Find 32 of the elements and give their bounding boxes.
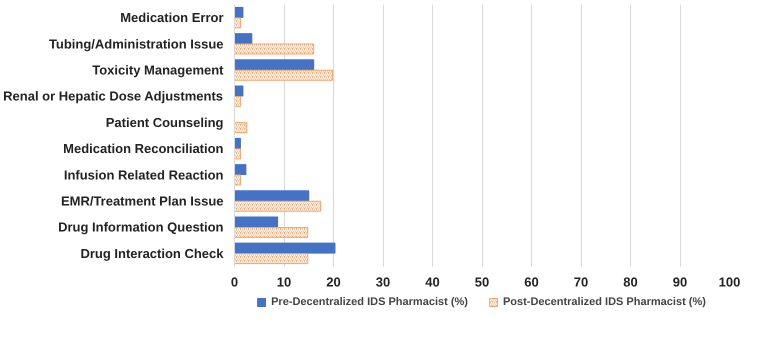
x-tick-label: 20	[326, 274, 341, 290]
x-tick-label: 40	[425, 274, 440, 290]
y-tick-label: Renal or Hepatic Dose Adjustments	[3, 88, 224, 104]
y-tick-label: Patient Counseling	[106, 114, 224, 130]
bar	[234, 242, 336, 254]
x-tick-label: 90	[672, 274, 688, 290]
x-tick-label: 60	[524, 274, 539, 290]
y-tick-label: Medication Reconciliation	[63, 141, 224, 156]
y-tick-label: Tubing/Administration Issue	[48, 36, 224, 52]
x-tick-label: 50	[474, 274, 490, 290]
bar	[234, 216, 278, 228]
x-tick-label: 100	[718, 274, 740, 290]
legend-label: Post-Decentralized IDS Pharmacist (%)	[502, 296, 706, 308]
bar	[234, 190, 310, 202]
y-tick-label: Infusion Related Reaction	[64, 167, 224, 182]
bar	[234, 85, 244, 96]
x-tick-label: 30	[376, 274, 390, 290]
y-tick-label: EMR/Treatment Plan Issue	[60, 194, 224, 208]
bar	[234, 33, 252, 44]
x-tick-label: 80	[623, 274, 638, 290]
bar	[234, 138, 241, 149]
bar	[234, 6, 244, 18]
legend-label: Pre-Decentralized IDS Pharmacist (%)	[271, 296, 468, 308]
bar	[234, 164, 246, 176]
bar	[234, 59, 314, 70]
x-tick-label: 70	[574, 274, 588, 290]
y-tick-label: Medication Error	[120, 10, 224, 26]
x-tick-label: 0	[230, 274, 238, 290]
y-tick-label: Drug Interaction Check	[80, 246, 224, 261]
y-tick-label: Toxicity Management	[92, 62, 224, 78]
y-tick-label: Drug Information Question	[58, 220, 224, 235]
x-tick-label: 10	[276, 274, 292, 290]
